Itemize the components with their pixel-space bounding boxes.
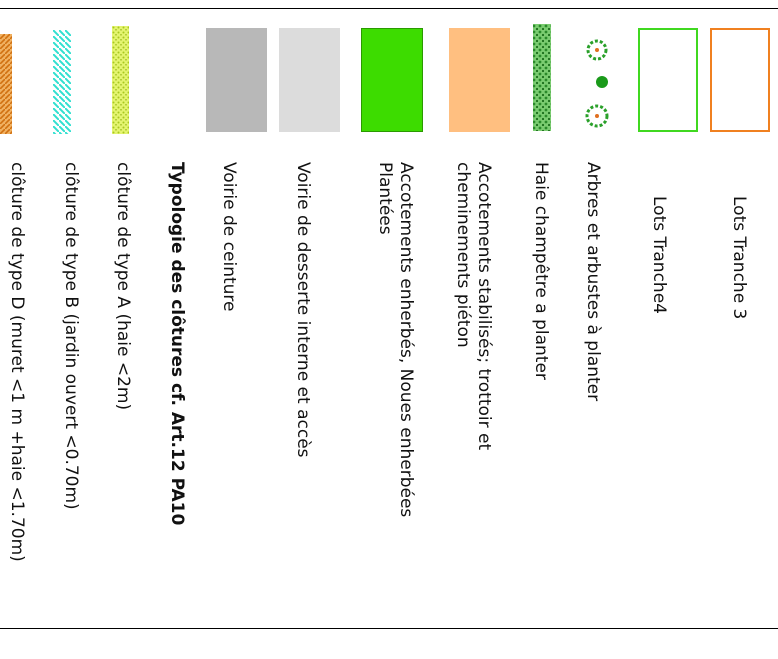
hedge-icon — [532, 24, 552, 131]
accotements-stabilises-swatch — [449, 28, 510, 132]
lots-tranche-4-label: Lots Tranche4 — [649, 196, 669, 314]
voirie-desserte-label: Voirie de desserte interne et accès — [293, 162, 313, 458]
cloture-d-label: clôture de type D (muret <1 m +haie <1.7… — [7, 162, 27, 562]
voirie-desserte-swatch — [279, 28, 340, 132]
haie-label: Haie champêtre a planter — [531, 162, 551, 380]
typologie-heading: Typologie des clôtures cf. Art.12 PA10 — [167, 162, 187, 526]
top-rule — [0, 8, 778, 9]
accotements-enherbes-label: Accotements enherbés, Noues enherbées Pl… — [375, 162, 416, 518]
bottom-rule — [0, 628, 778, 629]
voirie-ceinture-label: Voirie de ceinture — [219, 162, 239, 312]
lots-tranche-4-swatch — [638, 28, 698, 132]
voirie-ceinture-swatch — [206, 28, 267, 132]
cloture-b-label: clôture de type B (jardin ouvert <0.70m) — [61, 162, 81, 510]
arbres-label: Arbres et arbustes à planter — [583, 162, 603, 402]
tree-icon — [582, 38, 612, 134]
cloture-a-label: clôture de type A (haie <2m) — [113, 162, 133, 411]
accotements-stabilises-label: Accotements stabilisés; trottoir et chem… — [453, 162, 494, 451]
lots-tranche-3-label: Lots Tranche 3 — [729, 196, 749, 320]
cloture-a-swatch — [112, 26, 129, 134]
cloture-b-swatch — [53, 30, 71, 134]
cloture-d-swatch — [0, 34, 12, 134]
lots-tranche-3-swatch — [710, 28, 770, 132]
accotements-enherbes-swatch — [361, 28, 423, 132]
